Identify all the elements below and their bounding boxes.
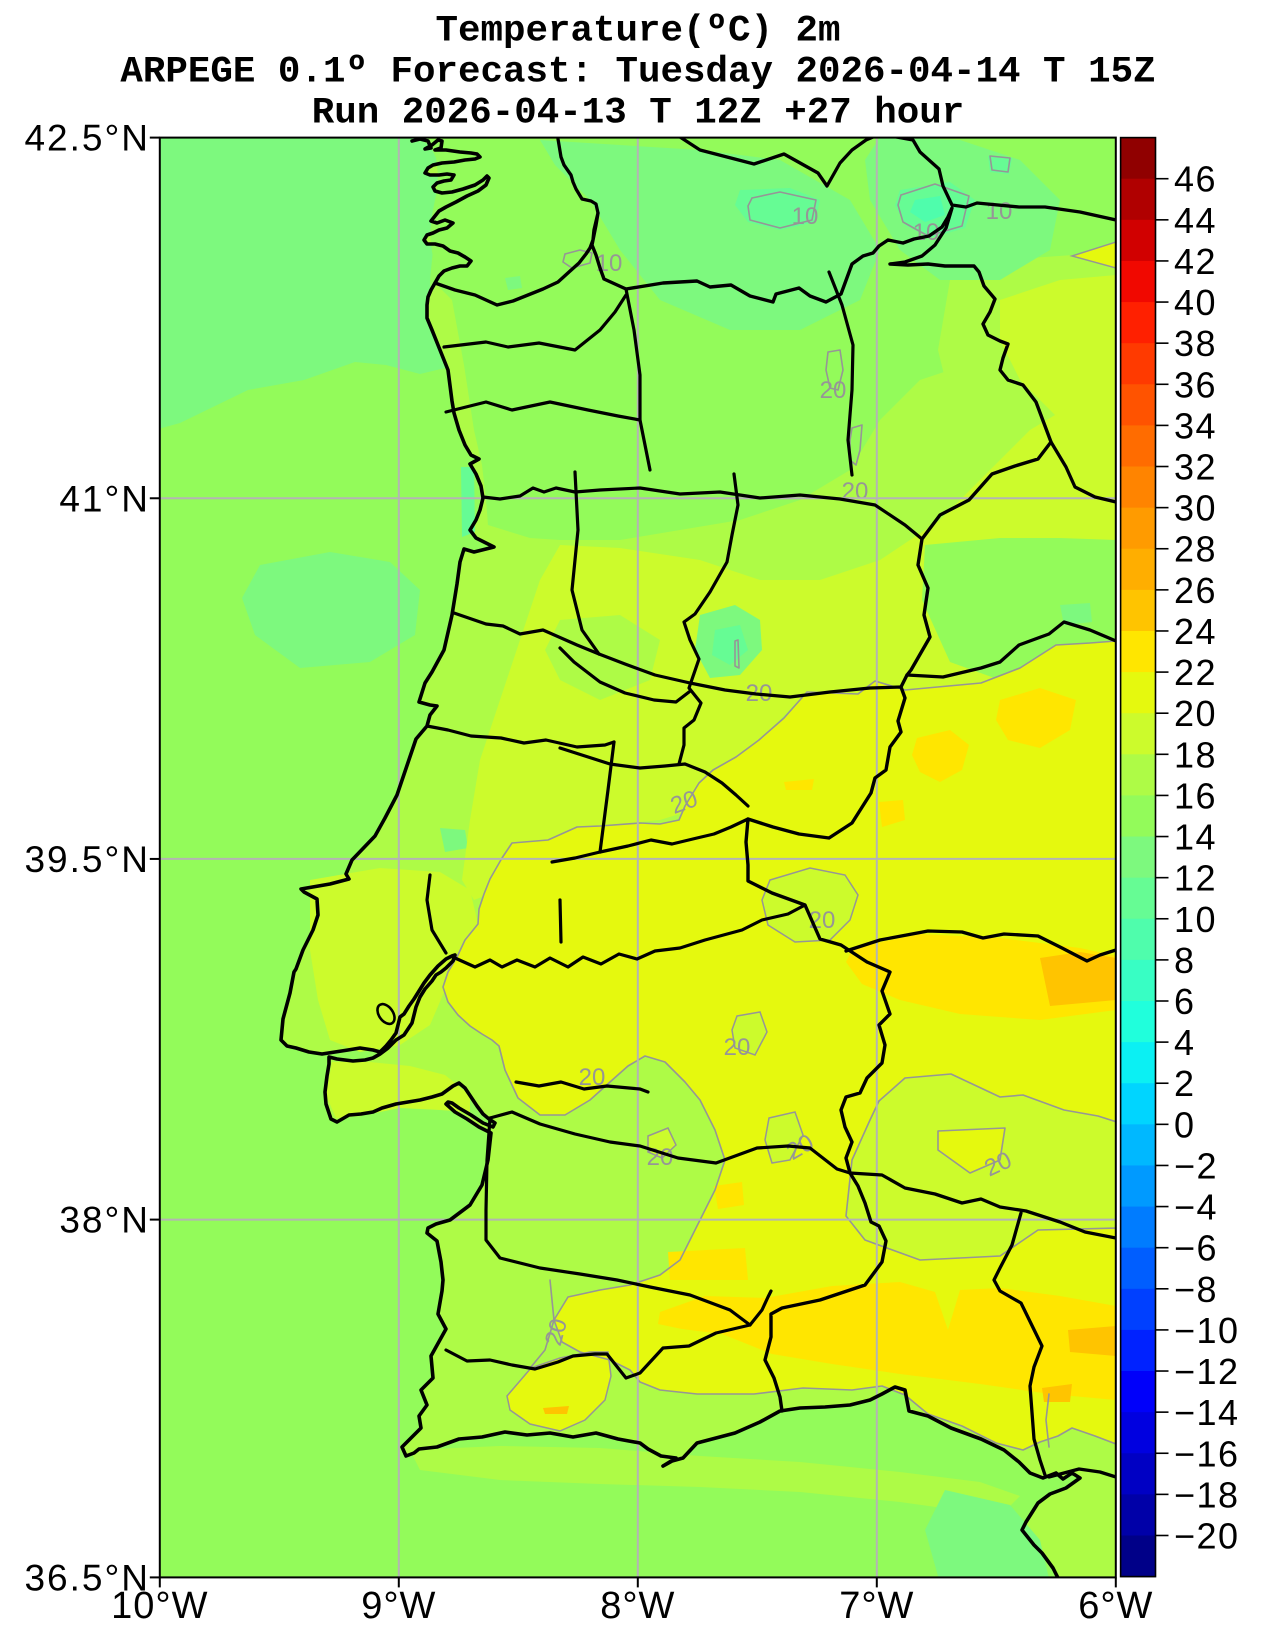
- svg-text:−14: −14: [1174, 1392, 1240, 1433]
- svg-text:7°W: 7°W: [839, 1585, 914, 1627]
- svg-text:8°W: 8°W: [600, 1585, 675, 1627]
- svg-text:36: 36: [1174, 364, 1217, 405]
- svg-text:42: 42: [1174, 241, 1217, 282]
- svg-text:20: 20: [1174, 693, 1217, 734]
- svg-text:10°W: 10°W: [111, 1585, 208, 1627]
- svg-text:14: 14: [1174, 817, 1217, 858]
- svg-text:9°W: 9°W: [361, 1585, 436, 1627]
- svg-text:−6: −6: [1174, 1228, 1218, 1269]
- svg-text:18: 18: [1174, 734, 1217, 775]
- svg-text:8: 8: [1174, 940, 1196, 981]
- svg-text:6°W: 6°W: [1078, 1585, 1153, 1627]
- svg-text:−8: −8: [1174, 1269, 1218, 1310]
- svg-text:26: 26: [1174, 570, 1217, 611]
- svg-text:38: 38: [1174, 323, 1217, 364]
- svg-text:−2: −2: [1174, 1145, 1218, 1186]
- svg-text:10: 10: [1174, 899, 1217, 940]
- svg-text:−12: −12: [1174, 1351, 1240, 1392]
- svg-text:−18: −18: [1174, 1474, 1240, 1515]
- svg-text:30: 30: [1174, 488, 1217, 529]
- svg-text:34: 34: [1174, 405, 1217, 446]
- svg-text:20: 20: [724, 1034, 751, 1061]
- svg-text:ARPEGE 0.1º Forecast: Tuesday: ARPEGE 0.1º Forecast: Tuesday 2026-04-14…: [120, 52, 1155, 94]
- svg-text:38°N: 38°N: [59, 1200, 150, 1241]
- svg-text:41°N: 41°N: [59, 478, 150, 519]
- svg-text:22: 22: [1174, 652, 1217, 693]
- svg-text:12: 12: [1174, 858, 1217, 899]
- svg-text:−4: −4: [1174, 1187, 1218, 1228]
- svg-text:20: 20: [820, 377, 847, 404]
- svg-text:0: 0: [1174, 1104, 1196, 1145]
- svg-text:−10: −10: [1174, 1310, 1240, 1351]
- svg-text:10: 10: [792, 203, 819, 230]
- svg-text:16: 16: [1174, 775, 1217, 816]
- svg-text:36.5°N: 36.5°N: [24, 1557, 150, 1598]
- svg-text:Temperature(ºC) 2m: Temperature(ºC) 2m: [435, 11, 840, 53]
- svg-text:42.5°N: 42.5°N: [24, 118, 150, 159]
- svg-text:−16: −16: [1174, 1433, 1240, 1474]
- svg-text:28: 28: [1174, 529, 1217, 570]
- svg-text:40: 40: [1174, 282, 1217, 323]
- svg-text:24: 24: [1174, 611, 1217, 652]
- svg-text:44: 44: [1174, 200, 1217, 241]
- svg-text:32: 32: [1174, 447, 1217, 488]
- svg-text:2: 2: [1174, 1063, 1196, 1104]
- svg-text:6: 6: [1174, 981, 1196, 1022]
- svg-text:46: 46: [1174, 159, 1217, 200]
- svg-text:−20: −20: [1174, 1515, 1240, 1556]
- svg-text:Run 2026-04-13 T 12Z +27 hour: Run 2026-04-13 T 12Z +27 hour: [312, 93, 965, 135]
- svg-text:10: 10: [986, 198, 1013, 225]
- svg-text:4: 4: [1174, 1022, 1196, 1063]
- svg-text:39.5°N: 39.5°N: [24, 839, 150, 880]
